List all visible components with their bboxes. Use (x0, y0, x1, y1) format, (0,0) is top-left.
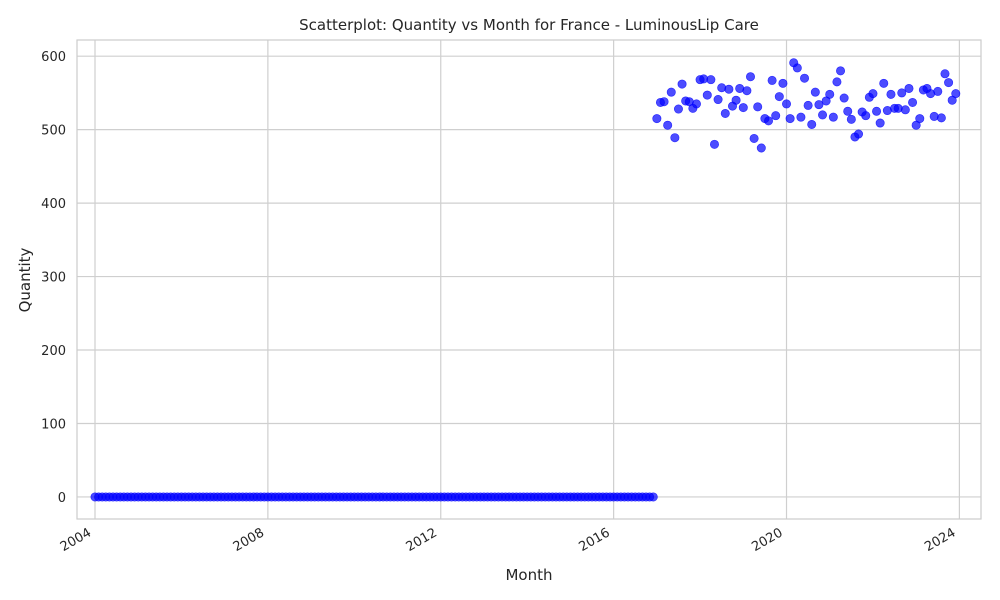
y-tick-label: 300 (41, 271, 66, 286)
data-point (951, 89, 961, 99)
data-point (854, 129, 864, 139)
data-point (771, 111, 781, 121)
data-point (709, 139, 719, 149)
y-tick-label: 200 (41, 344, 66, 359)
y-tick-label: 600 (41, 50, 66, 65)
data-point (944, 78, 954, 88)
data-point (800, 73, 810, 83)
data-point (897, 88, 907, 98)
data-point (666, 87, 676, 97)
data-point (872, 106, 882, 116)
data-point (886, 89, 896, 99)
data-point (940, 69, 950, 79)
data-point (717, 83, 727, 93)
data-point (648, 492, 658, 502)
chart-title: Scatterplot: Quantity vs Month for Franc… (299, 16, 759, 34)
data-point (720, 108, 730, 118)
data-point (807, 119, 817, 129)
data-point (713, 95, 723, 105)
data-point (843, 106, 853, 116)
x-tick-label: 2024 (922, 525, 958, 555)
data-point (814, 100, 824, 110)
data-point (846, 114, 856, 124)
data-point (691, 99, 701, 109)
data-point (731, 95, 741, 105)
data-point (879, 78, 889, 88)
y-axis-ticks: 0 100 200 300 400 500 600 (41, 50, 66, 506)
data-point (868, 89, 878, 99)
x-tick-label: 2020 (749, 525, 785, 555)
data-point (764, 116, 774, 126)
data-point (818, 110, 828, 120)
data-point (936, 113, 946, 123)
data-point (803, 100, 813, 110)
y-axis-label: Quantity (16, 247, 34, 312)
data-point (785, 114, 795, 124)
data-point (825, 89, 835, 99)
data-point (796, 112, 806, 122)
x-tick-label: 2016 (576, 525, 612, 555)
data-point (929, 111, 939, 121)
data-point (828, 112, 838, 122)
data-point (670, 133, 680, 143)
data-point (904, 83, 914, 93)
data-point (810, 87, 820, 97)
data-point (745, 72, 755, 82)
data-point (893, 103, 903, 113)
y-tick-label: 100 (41, 417, 66, 432)
x-tick-label: 2012 (404, 525, 440, 555)
data-point (836, 66, 846, 76)
data-point (900, 105, 910, 115)
data-point (702, 90, 712, 100)
data-point (875, 118, 885, 128)
data-point (782, 99, 792, 109)
data-point (774, 92, 784, 102)
data-point (724, 84, 734, 94)
data-point (778, 78, 788, 88)
data-point (839, 93, 849, 103)
data-point (652, 114, 662, 124)
plot-frame (76, 39, 982, 520)
data-point (908, 97, 918, 107)
x-axis-ticks: 2004 2008 2012 2016 2020 2024 (58, 525, 959, 555)
data-point (915, 114, 925, 124)
x-tick-label: 2004 (58, 525, 94, 555)
data-points (90, 58, 961, 502)
data-point (753, 102, 763, 112)
data-point (767, 75, 777, 85)
data-point (749, 133, 759, 143)
data-point (663, 120, 673, 130)
data-point (738, 103, 748, 113)
data-point (832, 77, 842, 87)
x-tick-label: 2008 (231, 525, 267, 555)
y-tick-label: 400 (41, 197, 66, 212)
data-point (673, 104, 683, 114)
data-point (659, 97, 669, 107)
data-point (861, 111, 871, 121)
data-point (706, 75, 716, 85)
x-axis-label: Month (505, 566, 552, 584)
data-point (933, 86, 943, 96)
y-tick-label: 0 (58, 491, 66, 506)
data-point (792, 63, 802, 73)
y-tick-label: 500 (41, 124, 66, 139)
data-point (742, 86, 752, 96)
data-point (677, 79, 687, 89)
data-point (756, 143, 766, 153)
